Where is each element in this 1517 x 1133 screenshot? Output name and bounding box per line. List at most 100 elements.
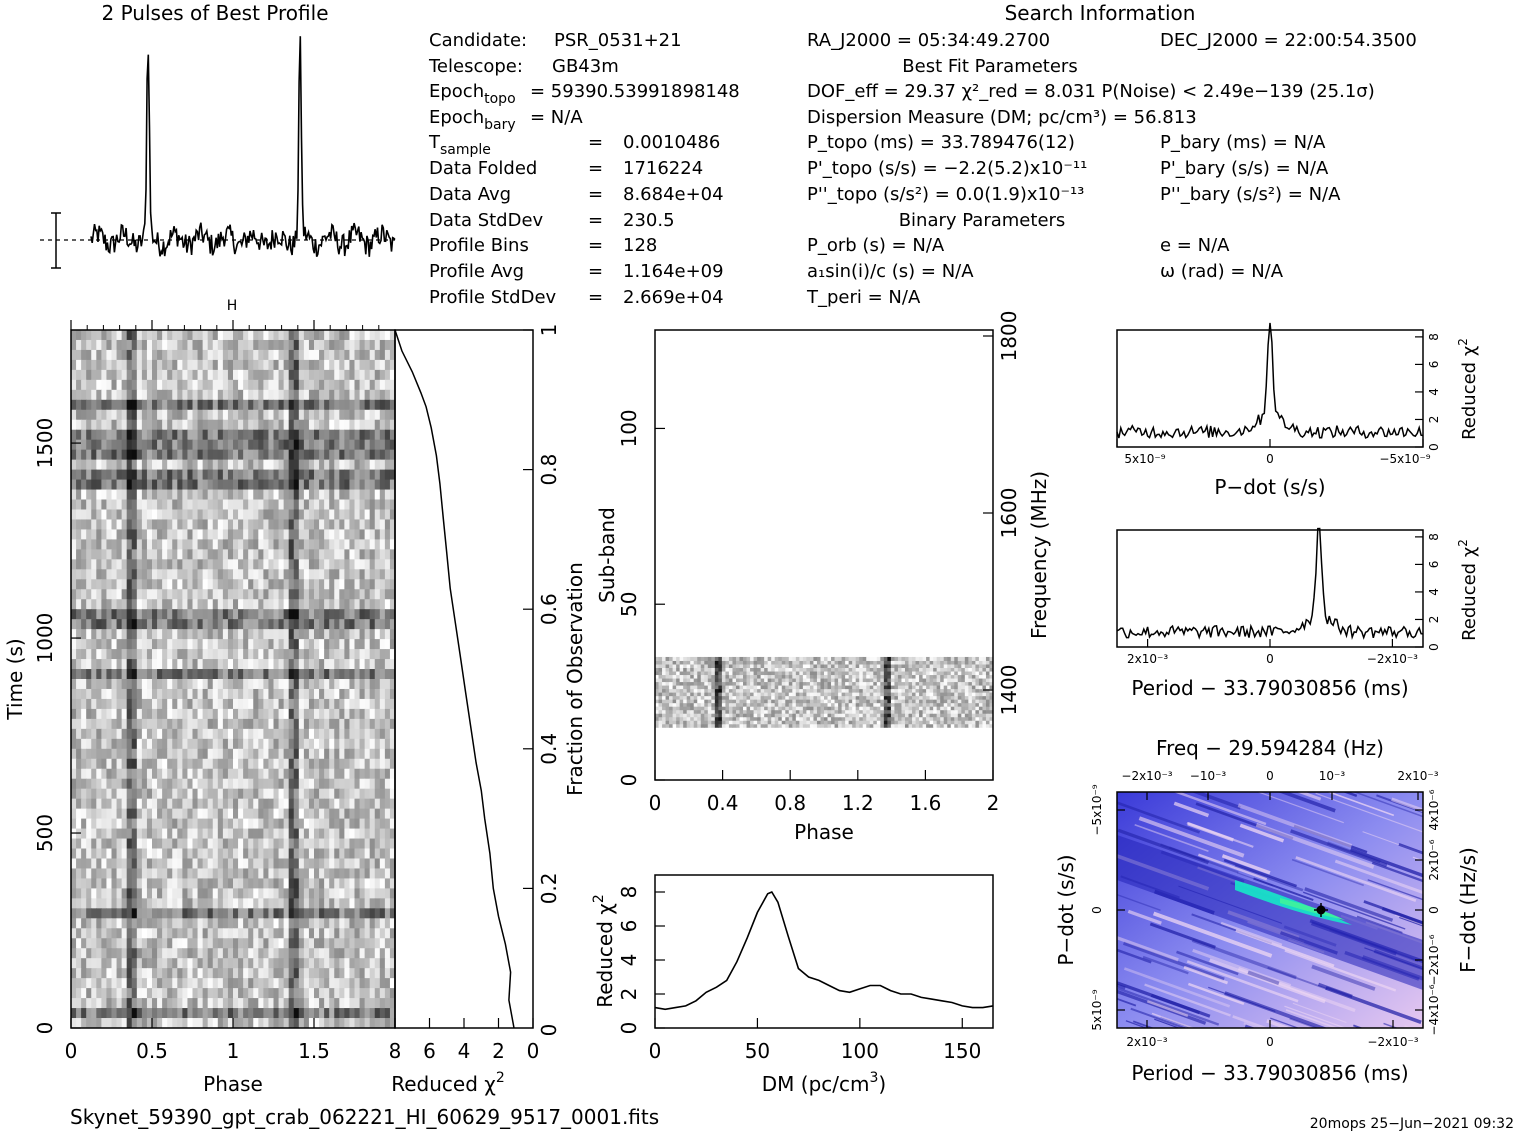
- time-phase-cell: [111, 688, 118, 700]
- time-phase-cell: [146, 878, 153, 889]
- time-phase-cell: [141, 768, 148, 780]
- time-phase-cell: [126, 439, 133, 451]
- time-phase-cell: [202, 609, 209, 620]
- time-phase-cell: [162, 379, 168, 391]
- subband-cell: [739, 713, 744, 718]
- time-phase-cell: [111, 1018, 118, 1028]
- time-phase-cell: [324, 409, 330, 421]
- time-phase-cell: [126, 878, 133, 889]
- time-phase-cell: [303, 519, 310, 531]
- time-phase-cell: [172, 409, 178, 421]
- time-phase-cell: [354, 778, 361, 790]
- time-phase-cell: [354, 359, 361, 371]
- time-phase-cell: [126, 669, 133, 680]
- time-phase-cell: [81, 349, 87, 361]
- time-phase-cell: [136, 439, 143, 451]
- time-phase-cell: [349, 499, 356, 511]
- time-phase-cell: [238, 818, 244, 830]
- subband-cell: [721, 723, 726, 728]
- time-phase-cell: [111, 958, 118, 969]
- time-phase-cell: [329, 938, 335, 949]
- time-phase-cell: [334, 389, 340, 401]
- time-phase-cell: [238, 619, 244, 630]
- subband-cell: [855, 716, 860, 721]
- time-phase-cell: [278, 419, 285, 431]
- time-phase-cell: [126, 629, 133, 640]
- time-phase-cell: [314, 399, 320, 411]
- subband-cell: [869, 720, 874, 725]
- time-phase-cell: [374, 549, 381, 560]
- time-phase-cell: [81, 858, 87, 870]
- time-phase-cell: [273, 818, 280, 830]
- subband-cell: [848, 720, 853, 725]
- time-phase-cell: [268, 669, 275, 680]
- time-phase-cell: [207, 758, 214, 770]
- time-phase-cell: [81, 728, 87, 740]
- time-phase-cell: [308, 728, 315, 740]
- time-phase-cell: [96, 988, 102, 999]
- time-phase-cell: [81, 868, 87, 880]
- time-phase-cell: [192, 1008, 199, 1019]
- time-phase-cell: [227, 379, 234, 391]
- time-phase-cell: [253, 758, 259, 770]
- time-phase-cell: [354, 818, 361, 830]
- time-phase-cell: [202, 868, 209, 880]
- subband-cell: [950, 713, 955, 718]
- time-phase-cell: [76, 679, 82, 690]
- time-phase-cell: [126, 998, 133, 1009]
- time-phase-cell: [197, 589, 204, 600]
- time-phase-cell: [389, 748, 395, 760]
- time-phase-cell: [233, 649, 239, 660]
- subband-cell: [655, 709, 660, 714]
- time-phase-cell: [278, 1018, 285, 1028]
- time-phase-cell: [314, 669, 320, 680]
- time-phase-cell: [329, 339, 335, 351]
- time-phase-cell: [374, 389, 381, 401]
- time-phase-cell: [121, 589, 128, 600]
- time-phase-cell: [162, 788, 168, 800]
- time-phase-cell: [182, 738, 189, 750]
- subband-cell: [943, 723, 948, 728]
- time-phase-cell: [354, 509, 361, 521]
- time-phase-cell: [233, 768, 239, 780]
- time-phase-cell: [131, 499, 138, 511]
- time-phase-cell: [202, 778, 209, 790]
- time-phase-cell: [207, 659, 214, 670]
- time-phase-cell: [374, 738, 381, 750]
- time-phase-cell: [233, 918, 239, 929]
- time-phase-cell: [217, 369, 224, 381]
- time-phase-cell: [369, 948, 376, 959]
- time-phase-cell: [369, 738, 376, 750]
- time-phase-cell: [324, 818, 330, 830]
- time-phase-cell: [207, 369, 214, 381]
- time-phase-cell: [131, 998, 138, 1009]
- time-phase-cell: [268, 599, 275, 610]
- time-phase-cell: [324, 559, 330, 570]
- time-phase-cell: [329, 579, 335, 590]
- time-phase-cell: [106, 629, 113, 640]
- time-phase-cell: [81, 758, 87, 770]
- subband-cell: [683, 720, 688, 725]
- time-phase-cell: [202, 768, 209, 780]
- time-phase-cell: [369, 399, 376, 411]
- time-phase-cell: [111, 878, 118, 889]
- time-phase-cell: [227, 1008, 234, 1019]
- time-phase-cell: [278, 559, 285, 570]
- time-phase-cell: [334, 369, 340, 381]
- time-phase-cell: [91, 768, 97, 780]
- time-phase-cell: [146, 399, 153, 411]
- time-phase-cell: [101, 698, 108, 710]
- time-phase-cell: [111, 998, 118, 1009]
- time-phase-cell: [101, 788, 108, 800]
- subband-cell: [697, 720, 702, 725]
- time-phase-cell: [278, 479, 285, 491]
- time-phase-cell: [283, 549, 290, 560]
- time-phase-cell: [288, 509, 295, 521]
- time-phase-cell: [339, 449, 345, 461]
- time-phase-cell: [71, 888, 77, 899]
- time-phase-cell: [212, 659, 219, 670]
- time-phase-cell: [202, 838, 209, 850]
- time-phase-cell: [334, 569, 340, 580]
- time-phase-cell: [243, 330, 249, 341]
- time-phase-cell: [162, 509, 168, 521]
